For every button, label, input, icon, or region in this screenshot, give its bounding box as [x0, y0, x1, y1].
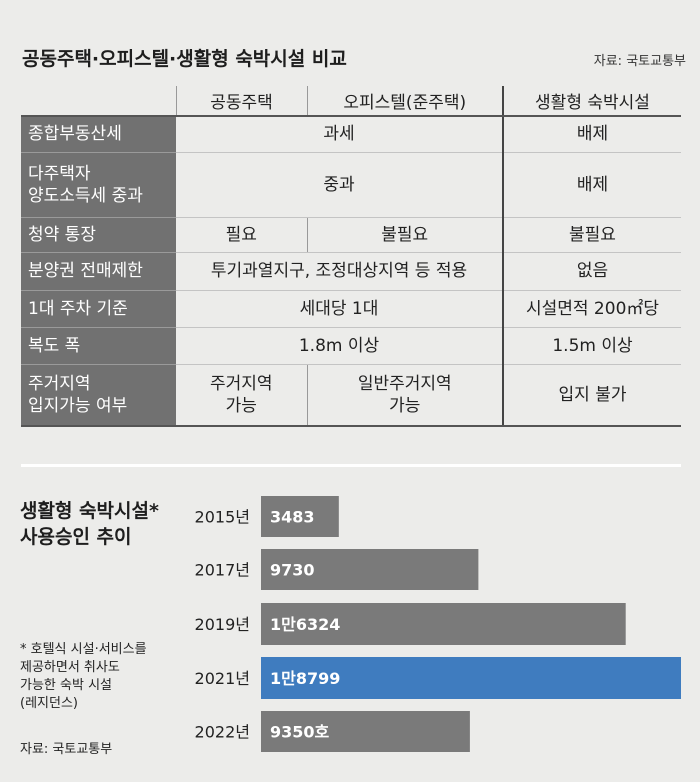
y-tick-label: 2015년 [195, 508, 250, 527]
row-label: 복도 폭 [21, 327, 176, 365]
table-row: 종합부동산세 과세 배제 [21, 116, 681, 153]
table-cell: 세대당 1대 [176, 290, 503, 328]
row-label: 1대 주차 기준 [21, 290, 176, 328]
y-tick-label: 2021년 [195, 669, 250, 688]
y-tick-label: 2019년 [195, 615, 250, 634]
header-residence: 생활형 숙박시설 [502, 86, 681, 117]
row-label: 종합부동산세 [21, 116, 176, 153]
bar-0 [261, 496, 339, 537]
table-cell: 주거지역 가능 [176, 364, 307, 427]
table-row: 1대 주차 기준 세대당 1대 시설면적 200㎡당 [21, 290, 681, 328]
table-cell: 1.5m 이상 [502, 327, 681, 365]
section-divider [21, 464, 681, 467]
table-row: 청약 통장 필요 불필요 불필요 [21, 217, 681, 253]
y-tick-label: 2022년 [195, 723, 250, 742]
data-label: 9730 [270, 561, 315, 580]
row-label: 주거지역 입지가능 여부 [21, 364, 176, 427]
bar-3 [261, 657, 681, 699]
table-header-row: 공동주택 오피스텔(준주택) 생활형 숙박시설 [21, 86, 681, 117]
table-row: 주거지역 입지가능 여부 주거지역 가능 일반주거지역 가능 입지 불가 [21, 364, 681, 427]
table-cell: 1.8m 이상 [176, 327, 503, 365]
chart-footnote: * 호텔식 시설·서비스를 제공하면서 취사도 가능한 숙박 시설 (레지던스) [20, 642, 147, 711]
bar-1 [261, 549, 479, 590]
table-row: 다주택자 양도소득세 중과 중과 배제 [21, 152, 681, 218]
header-officetel: 오피스텔(준주택) [306, 86, 503, 117]
row-label: 분양권 전매제한 [21, 252, 176, 291]
data-label: 9350호 [270, 723, 330, 742]
table-cell: 배제 [502, 152, 681, 218]
table-cell: 입지 불가 [502, 364, 681, 427]
row-label: 청약 통장 [21, 217, 176, 253]
table-cell: 없음 [502, 252, 681, 291]
row-label: 다주택자 양도소득세 중과 [21, 152, 176, 218]
table-cell: 불필요 [502, 217, 681, 253]
data-label: 3483 [270, 508, 315, 527]
data-label: 1만8799 [270, 669, 340, 688]
comparison-table: 공동주택 오피스텔(준주택) 생활형 숙박시설 종합부동산세 과세 배제 다주택… [21, 86, 681, 427]
table-cell: 불필요 [306, 217, 503, 253]
table-cell: 중과 [176, 152, 503, 218]
table-cell: 시설면적 200㎡당 [502, 290, 681, 328]
y-tick-label: 2017년 [195, 561, 250, 580]
source-note-bottom: 자료: 국토교통부 [20, 742, 113, 757]
bar-4 [261, 711, 470, 752]
table-cell: 과세 [176, 116, 503, 153]
table-row: 분양권 전매제한 투기과열지구, 조정대상지역 등 적용 없음 [21, 252, 681, 291]
data-label: 1만6324 [270, 615, 340, 634]
table-cell: 필요 [176, 217, 307, 253]
table-cell: 배제 [502, 116, 681, 153]
header-empty [21, 86, 176, 117]
table-row: 복도 폭 1.8m 이상 1.5m 이상 [21, 327, 681, 365]
source-note-top: 자료: 국토교통부 [593, 54, 686, 69]
table-cell: 투기과열지구, 조정대상지역 등 적용 [176, 252, 503, 291]
bar-2 [261, 603, 626, 645]
table-cell: 일반주거지역 가능 [306, 364, 503, 427]
chart-title: 생활형 숙박시설* 사용승인 추이 [20, 500, 159, 548]
header-apartment: 공동주택 [175, 86, 307, 117]
page-title: 공동주택·오피스텔·생활형 숙박시설 비교 [22, 48, 347, 70]
